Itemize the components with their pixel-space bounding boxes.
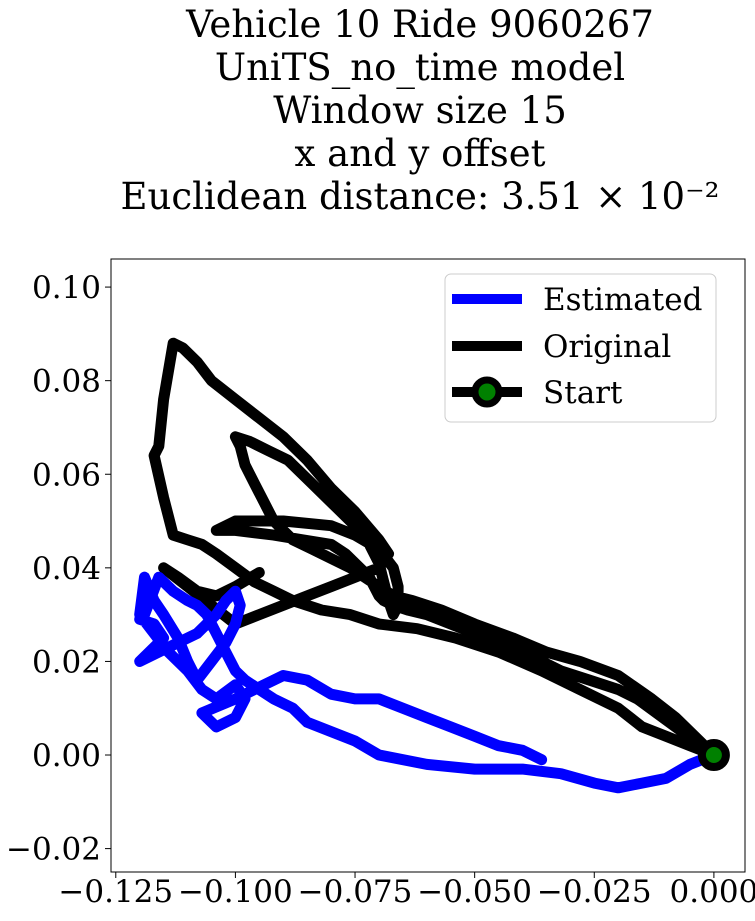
- y-tick-label: 0.06: [32, 457, 101, 493]
- y-tick-label: 0.04: [32, 551, 101, 587]
- plot-frame: [110, 258, 746, 873]
- title-line-2: UniTS_no_time model: [215, 46, 625, 90]
- x-tick-label: −0.025: [537, 874, 652, 910]
- y-tick-label: 0.10: [32, 270, 101, 306]
- series-line-estimated: [134, 571, 720, 794]
- x-tick-label: −0.100: [178, 874, 293, 910]
- legend-frame: [444, 273, 717, 423]
- title-line-4: x and y offset: [295, 132, 546, 175]
- x-axis: −0.125 −0.100 −0.075 −0.050 −0.025 0.000: [58, 872, 755, 910]
- y-tick-label: −0.02: [6, 832, 101, 868]
- chart-title: Vehicle 10 Ride 9060267 UniTS_no_time mo…: [121, 3, 720, 218]
- x-tick-label: 0.000: [670, 874, 755, 910]
- x-tick-label: −0.050: [417, 874, 532, 910]
- y-axis: −0.02 0.00 0.02 0.04 0.06 0.08 0.10: [6, 270, 111, 868]
- title-line-5: Euclidean distance: 3.51 × 10⁻²: [121, 175, 720, 218]
- series-line-original: [148, 337, 720, 761]
- x-tick-label: −0.075: [298, 874, 413, 910]
- x-tick-label: −0.125: [58, 874, 173, 910]
- title-line-1: Vehicle 10 Ride 9060267: [185, 3, 654, 46]
- y-tick-label: 0.00: [32, 738, 101, 774]
- legend-label-estimated: Estimated: [543, 282, 702, 318]
- legend-label-original: Original: [543, 329, 671, 365]
- legend-label-start: Start: [543, 375, 623, 411]
- legend: Estimated Original Start: [444, 273, 717, 423]
- start-marker: [697, 739, 730, 772]
- title-line-3: Window size 15: [273, 89, 567, 132]
- legend-swatch-start-marker: [471, 376, 503, 408]
- y-tick-label: 0.02: [32, 644, 101, 680]
- y-tick-label: 0.08: [32, 364, 101, 400]
- series-layer: [134, 337, 730, 794]
